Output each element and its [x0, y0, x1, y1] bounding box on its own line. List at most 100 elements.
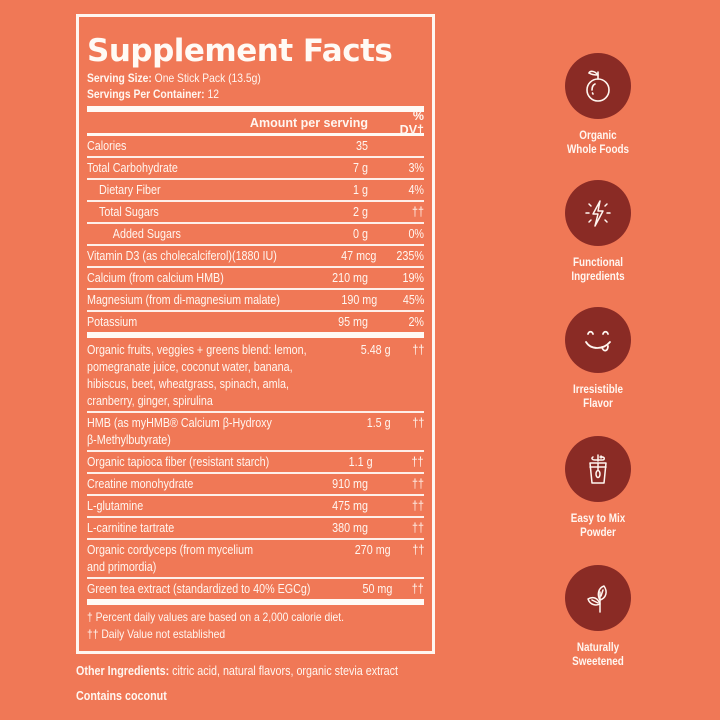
nutrient-name: Calories: [87, 139, 127, 153]
ingredient-name: L-glutamine: [87, 499, 144, 513]
nutrient-amount: 95 mg: [338, 315, 368, 329]
nutrient-name: Dietary Fiber: [99, 183, 161, 197]
nutrient-name: Added Sugars: [112, 227, 181, 241]
serving-size: Serving Size: One Stick Pack (13.5g): [87, 70, 377, 86]
feature-label-line: Ingredients: [571, 271, 625, 283]
divider-thick: [87, 599, 424, 605]
ingredient-dv: ††: [412, 343, 424, 357]
ingredient-name: Green tea extract (standardized to 40% E…: [87, 582, 311, 596]
divider: [87, 472, 424, 474]
serving-size-label: Serving Size:: [87, 71, 152, 85]
nutrient-amount: 0 g: [353, 227, 368, 241]
feature-label-line: Whole Foods: [566, 144, 630, 156]
other-ingredients: Other Ingredients: citric acid, natural …: [76, 664, 398, 678]
feature-functional-ingredients: Functional Ingredients: [548, 180, 648, 284]
divider-thin: [87, 133, 424, 136]
feature-label: Organic Whole Foods: [555, 129, 641, 157]
feature-easy-to-mix: Easy to Mix Powder: [548, 436, 648, 540]
ingredient-row-green-tea: Green tea extract (standardized to 40% E…: [87, 579, 424, 599]
divider: [87, 200, 424, 202]
ingredient-amount: 380 mg: [332, 521, 368, 535]
nutrient-amount: 35: [356, 139, 368, 153]
feature-icon-circle: [565, 436, 631, 502]
ingredient-name: Creatine monohydrate: [87, 477, 194, 491]
feature-icon-circle: [565, 307, 631, 373]
other-ingredients-value: citric acid, natural flavors, organic st…: [172, 664, 399, 678]
divider: [87, 178, 424, 180]
feature-label-line: Easy to Mix: [570, 513, 626, 525]
amount-header: Amount per serving: [249, 115, 368, 130]
feature-label: Functional Ingredients: [555, 256, 641, 284]
ingredient-dv: ††: [412, 521, 424, 535]
ingredient-row-l-carnitine: L-carnitine tartrate 380 mg ††: [87, 518, 424, 538]
divider: [87, 516, 424, 518]
ingredient-name: Organic cordyceps (from mycelium and pri…: [87, 543, 254, 574]
ingredient-amount: 5.48 g: [360, 343, 391, 357]
nutrient-row-total-carbohydrate: Total Carbohydrate 7 g 3%: [87, 158, 424, 178]
ingredient-dv: ††: [412, 499, 424, 513]
divider: [87, 244, 424, 246]
ingredient-row-hmb: HMB (as myHMB® Calcium β-Hydroxy β-Methy…: [87, 413, 424, 450]
nutrient-dv: 2%: [408, 315, 424, 329]
nutrient-dv: 45%: [402, 293, 424, 307]
nutrient-dv: 0%: [408, 227, 424, 241]
divider: [87, 310, 424, 312]
feature-icon-circle: [565, 53, 631, 119]
divider: [87, 577, 424, 579]
feature-label: Easy to Mix Powder: [555, 512, 641, 540]
ingredient-row-creatine: Creatine monohydrate 910 mg ††: [87, 474, 424, 494]
nutrient-name: Calcium (from calcium HMB): [87, 271, 224, 285]
divider: [87, 411, 424, 413]
nutrient-row-potassium: Potassium 95 mg 2%: [87, 312, 424, 332]
shaker-cup-icon: [589, 454, 607, 484]
servings-value: 12: [207, 87, 219, 101]
ingredient-dv: ††: [412, 543, 424, 557]
divider: [87, 288, 424, 290]
feature-label-line: Naturally: [576, 642, 620, 654]
nutrient-amount: 47 mcg: [340, 249, 377, 263]
ingredient-row-cordyceps: Organic cordyceps (from mycelium and pri…: [87, 540, 424, 577]
nutrient-name: Total Sugars: [99, 205, 159, 219]
nutrient-amount: 1 g: [353, 183, 368, 197]
feature-label-line: Powder: [580, 527, 616, 539]
footnote-not-established: †† Daily Value not established: [87, 627, 226, 641]
nutrient-row-dietary-fiber: Dietary Fiber 1 g 4%: [87, 180, 424, 200]
ingredient-name: Organic tapioca fiber (resistant starch): [87, 455, 270, 469]
ingredient-dv: ††: [412, 582, 424, 596]
divider-thick: [87, 106, 424, 112]
apple-icon: [586, 70, 610, 102]
leaf-sprout-icon: [587, 585, 607, 613]
panel-title: Supplement Facts: [87, 33, 393, 69]
feature-label-line: Flavor: [583, 398, 613, 410]
nutrient-row-calcium: Calcium (from calcium HMB) 210 mg 19%: [87, 268, 424, 288]
nutrient-amount: 2 g: [353, 205, 368, 219]
feature-label-line: Irresistible: [572, 384, 624, 396]
nutrient-amount: 190 mg: [341, 293, 378, 307]
supplement-facts-panel: Supplement Facts Serving Size: One Stick…: [76, 14, 435, 654]
feature-irresistible-flavor: Irresistible Flavor: [548, 307, 648, 411]
nutrient-row-total-sugars: Total Sugars 2 g ††: [87, 202, 424, 222]
serving-size-value: One Stick Pack (13.5g): [154, 71, 261, 85]
nutrient-dv: 19%: [402, 271, 424, 285]
feature-label-line: Functional: [572, 257, 623, 269]
footnotes: † Percent daily values are based on a 2,…: [87, 605, 377, 643]
ingredient-amount: 910 mg: [332, 477, 368, 491]
nutrient-amount: 210 mg: [332, 271, 368, 285]
feature-label-line: Sweetened: [572, 656, 624, 668]
divider: [87, 266, 424, 268]
nutrient-name: Vitamin D3 (as cholecalciferol)(1880 IU): [87, 249, 277, 263]
ingredient-dv: ††: [412, 477, 424, 491]
feature-label: Irresistible Flavor: [555, 383, 641, 411]
divider: [87, 494, 424, 496]
allergen-statement: Contains coconut: [76, 689, 167, 703]
nutrient-name: Total Carbohydrate: [87, 161, 178, 175]
ingredient-amount: 475 mg: [332, 499, 368, 513]
ingredient-row-greens-blend: Organic fruits, veggies + greens blend: …: [87, 338, 424, 411]
ingredient-row-l-glutamine: L-glutamine 475 mg ††: [87, 496, 424, 516]
ingredient-amount: 270 mg: [354, 543, 391, 557]
nutrient-row-calories: Calories 35: [87, 136, 424, 156]
divider-thick: [87, 332, 424, 338]
feature-icon-circle: [565, 565, 631, 631]
ingredient-amount: 1.5 g: [366, 416, 391, 430]
divider: [87, 450, 424, 452]
